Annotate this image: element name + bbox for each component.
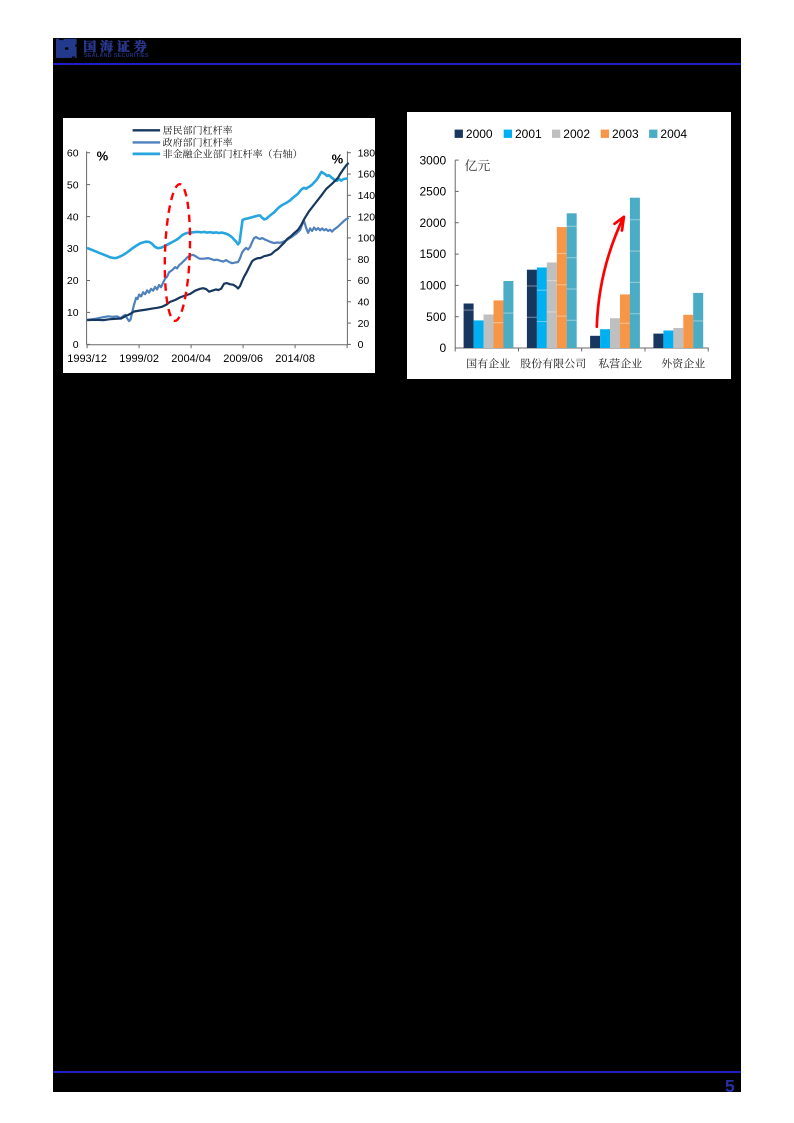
svg-text:180: 180 xyxy=(357,147,375,159)
svg-text:%: % xyxy=(331,151,343,166)
svg-text:1993/12: 1993/12 xyxy=(67,353,107,365)
svg-text:20: 20 xyxy=(357,317,369,329)
svg-text:%: % xyxy=(96,148,108,163)
svg-text:120: 120 xyxy=(357,211,375,223)
svg-text:0: 0 xyxy=(357,339,363,351)
svg-text:100: 100 xyxy=(357,232,375,244)
svg-text:2001: 2001 xyxy=(515,127,542,141)
svg-text:2009/06: 2009/06 xyxy=(223,353,263,365)
svg-text:30: 30 xyxy=(67,243,79,255)
svg-text:140: 140 xyxy=(357,190,375,202)
svg-text:1999/02: 1999/02 xyxy=(119,353,159,365)
svg-text:60: 60 xyxy=(357,275,369,287)
svg-text:10: 10 xyxy=(67,307,79,319)
svg-text:0: 0 xyxy=(73,339,79,351)
svg-text:500: 500 xyxy=(426,310,446,324)
svg-text:60: 60 xyxy=(67,147,79,159)
svg-text:1500: 1500 xyxy=(419,247,446,261)
svg-text:2002: 2002 xyxy=(563,127,590,141)
svg-text:40: 40 xyxy=(357,296,369,308)
svg-text:0: 0 xyxy=(439,341,446,355)
svg-text:160: 160 xyxy=(357,168,375,180)
svg-text:80: 80 xyxy=(357,253,369,265)
svg-text:3000: 3000 xyxy=(419,153,446,167)
svg-text:2500: 2500 xyxy=(419,184,446,198)
svg-text:40: 40 xyxy=(67,211,79,223)
svg-text:2000: 2000 xyxy=(419,216,446,230)
svg-text:20: 20 xyxy=(67,275,79,287)
svg-text:2004: 2004 xyxy=(660,127,687,141)
svg-text:2004/04: 2004/04 xyxy=(171,353,211,365)
svg-text:1000: 1000 xyxy=(419,278,446,292)
svg-text:2000: 2000 xyxy=(466,127,493,141)
svg-text:2003: 2003 xyxy=(612,127,639,141)
svg-text:2014/08: 2014/08 xyxy=(275,353,315,365)
svg-text:50: 50 xyxy=(67,179,79,191)
